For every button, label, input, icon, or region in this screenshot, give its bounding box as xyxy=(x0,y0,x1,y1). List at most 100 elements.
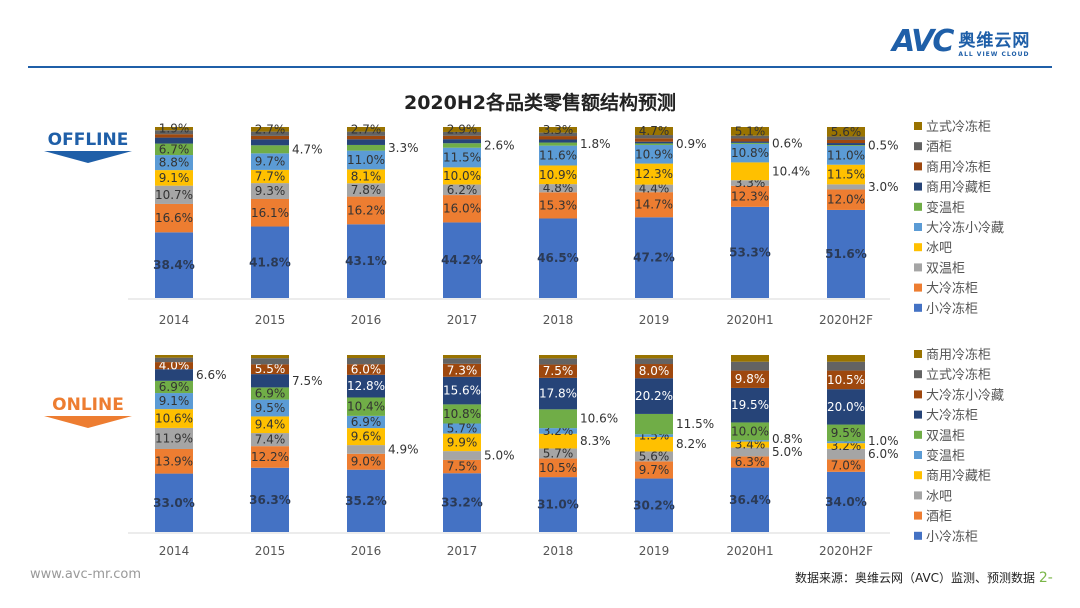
data-label: 3.0% xyxy=(868,180,899,194)
bar-segment xyxy=(731,142,769,144)
data-label: 11.0% xyxy=(827,148,865,162)
data-label: 2.7% xyxy=(351,122,382,136)
logo-cn: 奥维云网 xyxy=(958,30,1031,51)
data-label: 4.7% xyxy=(639,124,670,138)
bar-segment xyxy=(155,448,193,474)
data-label: 44.2% xyxy=(441,253,483,267)
data-label: 9.9% xyxy=(447,435,478,449)
bar-segment xyxy=(443,363,481,377)
data-label: 9.1% xyxy=(159,394,190,408)
legend-swatch xyxy=(914,122,922,130)
bar-segment xyxy=(539,377,577,410)
bar-segment xyxy=(731,422,769,441)
data-label: 12.8% xyxy=(347,379,385,393)
bar-segment xyxy=(251,364,289,375)
bar-segment xyxy=(635,192,673,218)
bar-segment xyxy=(539,132,577,137)
bar-segment xyxy=(827,189,865,210)
bar-segment xyxy=(155,203,193,233)
data-label: 10.4% xyxy=(772,164,810,178)
bar-segment xyxy=(251,416,289,434)
data-label: 8.3% xyxy=(580,434,611,448)
bar-segment xyxy=(635,217,673,298)
x-tick-label: 2018 xyxy=(543,544,574,558)
data-label: 9.5% xyxy=(255,401,286,415)
data-label: 46.5% xyxy=(537,251,579,265)
bar-segment xyxy=(635,184,673,193)
data-label: 47.2% xyxy=(633,251,675,265)
bar-segment xyxy=(347,397,385,416)
bar-segment xyxy=(251,358,289,365)
data-label: 6.2% xyxy=(447,183,478,197)
bar-segment xyxy=(731,441,769,448)
data-label: 6.7% xyxy=(159,142,190,156)
legend-swatch xyxy=(914,390,922,399)
bar-segment xyxy=(635,355,673,359)
bar-segment xyxy=(347,150,385,170)
bar-segment xyxy=(635,378,673,414)
legend-label: 小冷冻柜 xyxy=(926,529,978,545)
bar-segment xyxy=(347,374,385,398)
bar-segment xyxy=(347,358,385,365)
x-tick-label: 2020H1 xyxy=(726,544,773,558)
legend-swatch xyxy=(914,202,922,211)
bar-segment xyxy=(827,209,865,298)
bar-segment xyxy=(443,222,481,298)
data-label: 16.1% xyxy=(251,206,289,220)
legend-label: 变温柜 xyxy=(926,200,965,216)
bar-segment xyxy=(827,127,865,137)
data-label: 15.6% xyxy=(443,384,481,398)
bar-segment xyxy=(443,404,481,424)
data-label: 11.5% xyxy=(827,168,865,182)
data-label: 11.9% xyxy=(155,431,193,445)
bar-segment xyxy=(539,184,577,193)
data-label: 5.1% xyxy=(735,124,766,138)
bar-segment xyxy=(155,369,193,381)
bar-segment xyxy=(731,135,769,139)
legend-label: 双温柜 xyxy=(926,261,965,276)
x-tick-label: 2014 xyxy=(159,313,190,327)
bar-segment xyxy=(443,135,481,140)
data-label: 41.8% xyxy=(249,255,291,269)
bar-segment xyxy=(251,135,289,140)
data-label: 53.3% xyxy=(729,245,771,259)
x-tick-label: 2017 xyxy=(447,313,478,327)
legend-swatch xyxy=(914,511,922,520)
bar-segment xyxy=(827,164,865,185)
data-label: 9.7% xyxy=(255,155,286,169)
bar-segment xyxy=(827,361,865,371)
data-label: 1.8% xyxy=(580,137,611,151)
legend-label: 变温柜 xyxy=(926,448,965,464)
bar-segment xyxy=(443,451,481,460)
data-label: 10.5% xyxy=(827,373,865,387)
bar-segment xyxy=(443,131,481,136)
data-label: 3.3% xyxy=(388,141,419,155)
bar-segment xyxy=(635,461,673,479)
bar-segment xyxy=(347,139,385,145)
legend-swatch xyxy=(914,370,922,379)
bar-segment xyxy=(827,443,865,449)
data-label: 2.7% xyxy=(255,122,286,136)
data-label: 17.8% xyxy=(539,387,577,401)
data-label: 6.9% xyxy=(159,380,190,394)
data-label: 8.0% xyxy=(639,364,670,378)
data-label: 11.5% xyxy=(443,151,481,165)
bar-segment xyxy=(827,355,865,362)
data-label: 1.0% xyxy=(868,434,899,448)
data-label: 8.1% xyxy=(351,169,382,183)
data-label: 7.5% xyxy=(447,460,478,474)
bar-segment xyxy=(731,180,769,186)
data-label: 9.8% xyxy=(735,372,766,386)
bar-segment xyxy=(155,357,193,363)
bar-segment xyxy=(539,358,577,365)
data-label: 11.5% xyxy=(676,417,714,431)
bar-segment xyxy=(827,184,865,190)
data-label: 10.7% xyxy=(155,188,193,202)
bar-segment xyxy=(443,127,481,132)
online-label: ONLINE xyxy=(52,395,124,415)
data-label: 5.7% xyxy=(447,422,478,436)
bar-segment xyxy=(347,224,385,298)
bar-segment xyxy=(443,358,481,364)
data-label: 9.3% xyxy=(255,184,286,198)
